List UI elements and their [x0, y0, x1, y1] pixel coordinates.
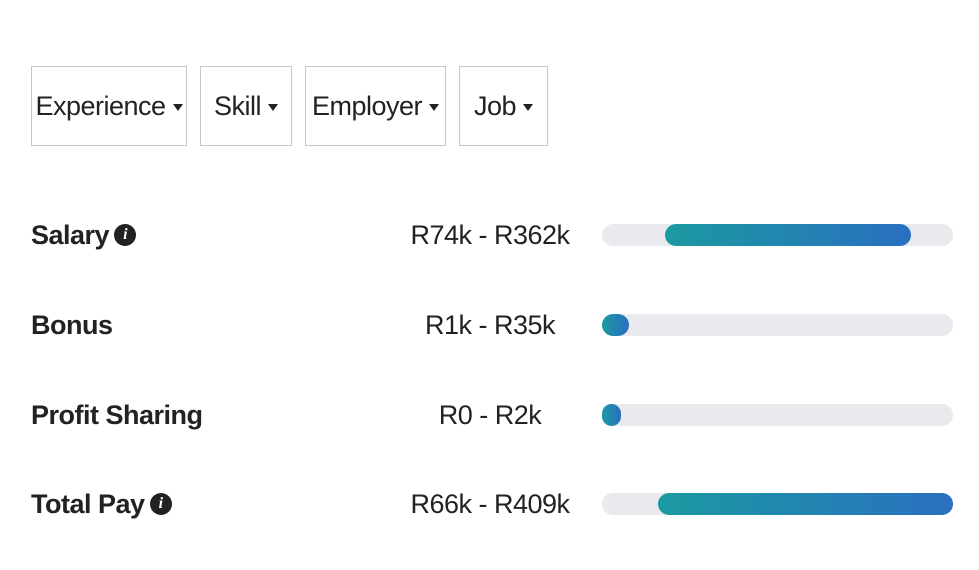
- salary-bar-fill: [665, 224, 911, 246]
- bonus-range: R1k - R35k: [424, 309, 556, 340]
- total-pay-bar-fill: [658, 493, 953, 515]
- caret-down-icon: [172, 104, 183, 111]
- pay-row-label: Salary i: [31, 215, 137, 255]
- experience-filter-label: Experience: [35, 90, 166, 121]
- pay-row-profit-sharing: Profit Sharing R0 - R2k: [0, 395, 979, 435]
- profit-sharing-bar-track: [602, 404, 953, 426]
- info-icon[interactable]: i: [114, 224, 137, 246]
- caret-down-icon: [429, 104, 440, 111]
- pay-row-label: Total Pay i: [31, 484, 172, 524]
- caret-down-icon: [523, 104, 534, 111]
- pay-row-salary: Salary i R74k - R362k: [0, 215, 979, 255]
- pay-row-total-pay: Total Pay i R66k - R409k: [0, 484, 979, 524]
- pay-row-bonus: Bonus R1k - R35k: [0, 305, 979, 345]
- info-icon[interactable]: i: [149, 493, 172, 515]
- profit-sharing-label: Profit Sharing: [31, 399, 203, 430]
- salary-bar-track: [602, 224, 953, 246]
- bonus-label: Bonus: [31, 309, 113, 340]
- pay-row-label: Profit Sharing: [31, 395, 203, 435]
- skill-filter-label: Skill: [213, 90, 262, 121]
- experience-filter-button[interactable]: Experience: [31, 66, 187, 146]
- salary-label: Salary: [31, 219, 110, 250]
- total-pay-range: R66k - R409k: [410, 488, 570, 519]
- total-pay-bar-track: [602, 493, 953, 515]
- job-filter-button[interactable]: Job: [459, 66, 548, 146]
- job-filter-label: Job: [473, 90, 517, 121]
- bonus-bar-fill: [602, 314, 630, 336]
- total-pay-label: Total Pay: [31, 488, 145, 519]
- employer-filter-button[interactable]: Employer: [305, 66, 446, 146]
- profit-sharing-bar-fill: [602, 404, 621, 426]
- caret-down-icon: [268, 104, 278, 111]
- pay-row-label: Bonus: [31, 305, 113, 345]
- salary-range: R74k - R362k: [410, 219, 570, 250]
- skill-filter-button[interactable]: Skill: [200, 66, 292, 146]
- bonus-bar-track: [602, 314, 953, 336]
- employer-filter-label: Employer: [311, 90, 423, 121]
- profit-sharing-range: R0 - R2k: [438, 399, 542, 430]
